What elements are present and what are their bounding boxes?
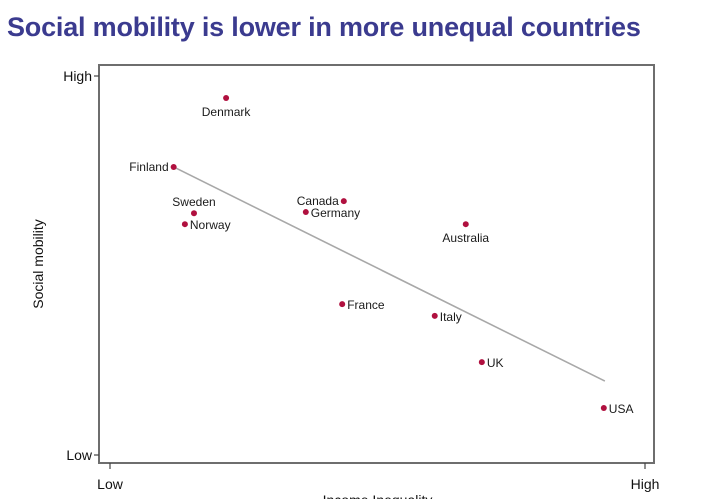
data-point-australia [462,221,469,228]
point-label-finland: Finland [129,160,168,174]
data-point-canada [340,198,347,205]
point-label-norway: Norway [190,218,231,232]
trend-line [173,166,606,382]
x-tick-label: High [631,476,660,492]
x-tick-label: Low [97,476,124,492]
data-point-france [339,301,346,308]
data-point-usa [600,405,607,412]
point-label-france: France [347,298,385,312]
data-point-sweden [190,210,197,217]
point-label-canada: Canada [297,194,339,208]
data-point-norway [181,221,188,228]
plot-frame [98,64,655,464]
data-point-germany [302,209,309,216]
x-axis-title: Income Inequality [323,492,433,499]
chart-title: Social mobility is lower in more unequal… [7,12,641,42]
point-label-denmark: Denmark [202,105,252,119]
data-point-uk [478,359,485,366]
point-label-australia: Australia [442,231,489,245]
point-label-uk: UK [487,356,504,370]
point-label-germany: Germany [311,206,360,220]
point-label-usa: USA [609,402,634,416]
y-tick-label: High [63,68,92,84]
point-label-italy: Italy [440,310,462,324]
point-label-sweden: Sweden [172,195,215,209]
y-tick-label: Low [66,447,93,463]
y-axis-title: Social mobility [30,219,46,308]
data-point-italy [431,312,438,319]
data-point-finland [170,163,177,170]
data-point-denmark [223,94,230,101]
